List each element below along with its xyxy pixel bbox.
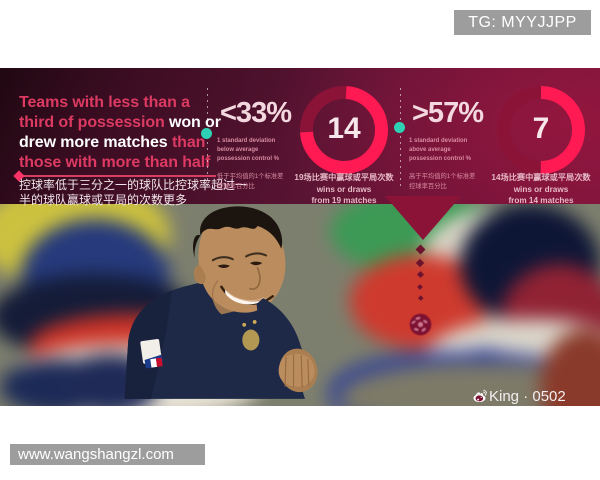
svg-text:14: 14 <box>327 112 361 145</box>
svg-text:7: 7 <box>533 112 550 145</box>
